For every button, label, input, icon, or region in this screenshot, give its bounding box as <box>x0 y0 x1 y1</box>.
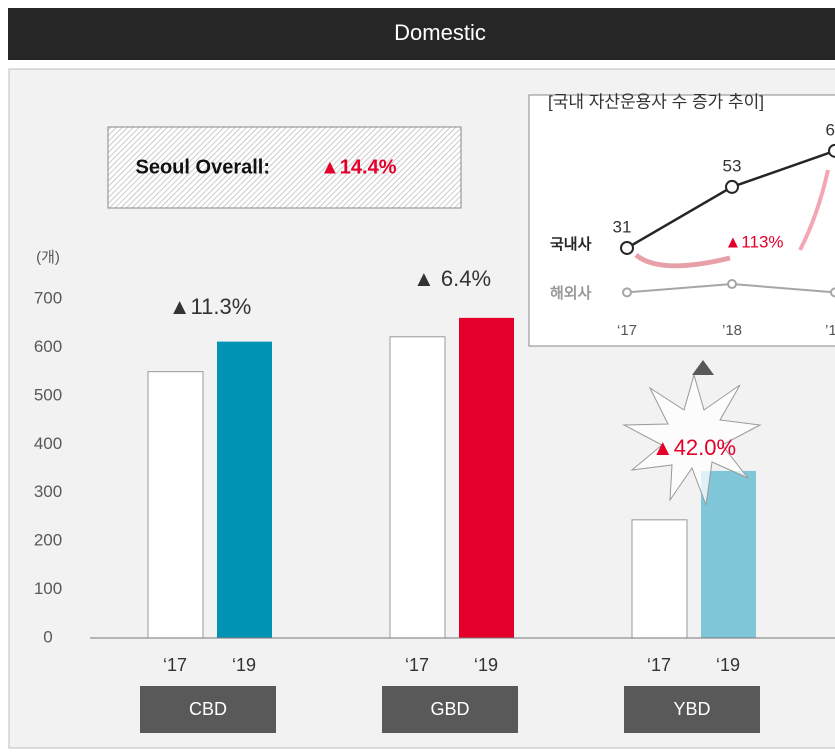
bar-chart: 0 100 200 300 400 500 600 700 ‘17 ‘19 CBD ▲11.3% ‘17… <box>34 266 835 733</box>
y-tick-label: 600 <box>34 337 62 356</box>
bar <box>701 470 756 638</box>
point <box>622 287 632 298</box>
category-box <box>382 686 518 733</box>
header-title: Domestic <box>394 20 486 45</box>
bar <box>631 519 688 639</box>
x-tick-label: ’18 <box>722 322 742 339</box>
y-tick-label: 100 <box>34 579 62 598</box>
unit-label: (개) <box>36 249 60 266</box>
y-tick-label: 500 <box>34 385 62 404</box>
overall-label: Seoul Overall: <box>136 156 271 178</box>
x-tick-label: ‘17 <box>163 655 187 675</box>
x-tick-label: ‘19 <box>474 655 498 675</box>
category-label: GBD <box>430 699 469 719</box>
bar <box>217 341 272 638</box>
point <box>725 179 739 194</box>
x-tick-label: ‘17 <box>405 655 429 675</box>
y-tick-label: 200 <box>34 531 62 550</box>
inset-box <box>528 94 835 347</box>
arrow <box>798 169 830 251</box>
value-label: 53 <box>723 156 742 175</box>
point <box>620 240 634 255</box>
category-label: YBD <box>673 699 710 719</box>
overall-box <box>107 126 462 209</box>
header-bar <box>8 8 835 60</box>
point <box>828 143 835 158</box>
inset-annotation: ▲113% <box>724 232 783 251</box>
y-tick-label: 300 <box>34 482 62 501</box>
bar <box>389 336 446 639</box>
category-label: CBD <box>189 699 227 719</box>
point <box>727 279 737 290</box>
x-tick-label: ‘17 <box>647 655 671 675</box>
growth-label: ▲ 6.4% <box>413 266 491 291</box>
growth-label: ▲42.0% <box>652 435 736 460</box>
y-tick-label: 700 <box>34 288 62 307</box>
pointer <box>692 360 714 375</box>
x-tick-label: ‘19 <box>716 655 740 675</box>
series-label: 국내사 <box>550 236 592 253</box>
y-tick-label: 0 <box>43 627 52 646</box>
value-label: 66 <box>826 120 835 139</box>
overall-value: ▲14.4% <box>320 156 397 178</box>
category-box <box>624 686 760 733</box>
arrow <box>634 252 731 269</box>
x-tick-label: ’19 <box>825 322 835 339</box>
bar <box>147 371 204 639</box>
point <box>830 287 835 298</box>
y-tick-label: 400 <box>34 434 62 453</box>
growth-label: ▲11.3% <box>169 294 252 319</box>
inset-title: [국내 자산운용사 수 증가 추이] <box>548 92 764 111</box>
bar <box>459 317 514 638</box>
x-tick-label: ‘17 <box>617 322 637 339</box>
category-box <box>140 686 276 733</box>
starburst <box>622 373 762 506</box>
series-label: 해외사 <box>550 284 592 302</box>
x-tick-label: ‘19 <box>232 655 256 675</box>
value-label: 31 <box>613 217 632 236</box>
